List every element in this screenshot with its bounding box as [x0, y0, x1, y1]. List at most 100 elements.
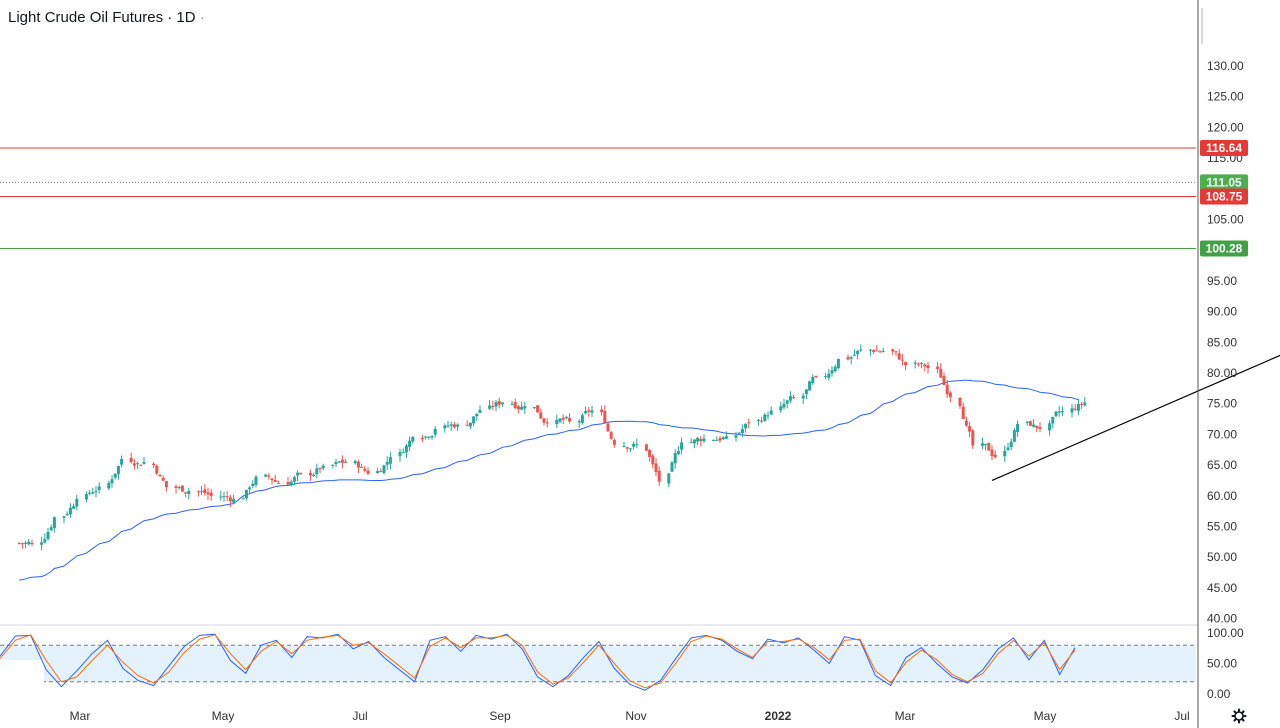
candle-body[interactable]	[814, 376, 818, 378]
candle-body[interactable]	[376, 471, 380, 474]
candle-body[interactable]	[91, 492, 95, 494]
candle-body[interactable]	[782, 403, 786, 408]
candle-body[interactable]	[1032, 424, 1036, 427]
candle-body[interactable]	[158, 474, 162, 477]
candle-body[interactable]	[827, 373, 831, 378]
candle-body[interactable]	[654, 463, 658, 473]
candle-body[interactable]	[961, 406, 965, 420]
candle-body[interactable]	[964, 420, 968, 426]
candle-body[interactable]	[84, 494, 88, 500]
candle-body[interactable]	[1016, 423, 1020, 433]
candle-body[interactable]	[331, 464, 335, 466]
candle-body[interactable]	[747, 422, 751, 424]
candle-body[interactable]	[900, 359, 904, 361]
candle-body[interactable]	[420, 437, 424, 440]
candle-body[interactable]	[360, 467, 364, 469]
candle-body[interactable]	[881, 350, 885, 352]
candle-body[interactable]	[184, 492, 188, 494]
candle-body[interactable]	[520, 406, 524, 410]
candle-body[interactable]	[110, 479, 114, 484]
candle-body[interactable]	[164, 480, 168, 488]
candle-body[interactable]	[868, 349, 872, 351]
candle-body[interactable]	[443, 425, 447, 429]
candle-body[interactable]	[801, 395, 805, 399]
candle-body[interactable]	[452, 424, 456, 428]
candle-body[interactable]	[180, 485, 184, 492]
candle-body[interactable]	[398, 452, 402, 457]
candle-body[interactable]	[824, 376, 828, 378]
candle-body[interactable]	[872, 350, 876, 352]
candle-body[interactable]	[577, 421, 581, 423]
candle-body[interactable]	[363, 468, 367, 471]
candle-body[interactable]	[177, 487, 181, 489]
candle-body[interactable]	[737, 432, 741, 434]
candle-body[interactable]	[936, 366, 940, 369]
candle-body[interactable]	[113, 473, 117, 478]
candle-body[interactable]	[712, 439, 716, 441]
candle-body[interactable]	[142, 462, 146, 464]
candle-body[interactable]	[446, 425, 450, 427]
candle-body[interactable]	[27, 541, 31, 545]
candle-body[interactable]	[897, 353, 901, 360]
candle-body[interactable]	[97, 486, 101, 490]
candle-body[interactable]	[46, 531, 50, 539]
candle-body[interactable]	[241, 498, 245, 500]
candle-body[interactable]	[891, 349, 895, 352]
candle-body[interactable]	[232, 498, 236, 503]
gear-icon[interactable]	[1231, 708, 1247, 724]
candle-body[interactable]	[632, 443, 636, 447]
candle-body[interactable]	[1073, 408, 1077, 410]
horizontal-levels[interactable]	[0, 147, 1196, 249]
candle-body[interactable]	[1080, 403, 1084, 405]
candle-body[interactable]	[622, 445, 626, 447]
candle-body[interactable]	[404, 445, 408, 453]
candle-body[interactable]	[174, 486, 178, 489]
candle-body[interactable]	[856, 350, 860, 355]
candle-body[interactable]	[152, 463, 156, 466]
candle-body[interactable]	[680, 442, 684, 450]
candle-body[interactable]	[539, 412, 543, 419]
candle-body[interactable]	[510, 403, 514, 405]
candle-body[interactable]	[532, 407, 536, 409]
candle-body[interactable]	[340, 459, 344, 463]
candle-body[interactable]	[254, 476, 258, 485]
candle-body[interactable]	[1057, 411, 1061, 413]
candle-body[interactable]	[939, 368, 943, 378]
candle-body[interactable]	[88, 492, 92, 494]
candle-body[interactable]	[17, 542, 21, 544]
candle-body[interactable]	[846, 357, 850, 360]
candle-body[interactable]	[894, 351, 898, 353]
candle-body[interactable]	[516, 406, 520, 410]
candle-body[interactable]	[468, 422, 472, 427]
candle-body[interactable]	[564, 417, 568, 419]
candle-body[interactable]	[500, 402, 504, 405]
candle-body[interactable]	[692, 439, 696, 444]
candle-body[interactable]	[904, 362, 908, 366]
candle-body[interactable]	[958, 397, 962, 406]
candle-body[interactable]	[945, 384, 949, 395]
candle-body[interactable]	[155, 465, 159, 474]
candle-body[interactable]	[779, 406, 783, 411]
candle-body[interactable]	[699, 438, 703, 442]
candle-body[interactable]	[1051, 416, 1055, 424]
candle-body[interactable]	[792, 397, 796, 399]
candle-body[interactable]	[1003, 450, 1007, 457]
candle-body[interactable]	[852, 354, 856, 356]
candle-body[interactable]	[318, 468, 322, 470]
candle-body[interactable]	[62, 516, 66, 518]
candle-body[interactable]	[52, 517, 56, 528]
candle-body[interactable]	[804, 389, 808, 395]
candle-body[interactable]	[203, 489, 207, 494]
candle-body[interactable]	[132, 463, 136, 466]
candle-body[interactable]	[603, 411, 607, 424]
candle-body[interactable]	[1054, 411, 1058, 416]
candle-body[interactable]	[948, 392, 952, 397]
candle-body[interactable]	[785, 400, 789, 404]
candle-body[interactable]	[644, 444, 648, 451]
candle-body[interactable]	[561, 417, 565, 420]
candle-body[interactable]	[721, 437, 725, 440]
candle-body[interactable]	[920, 362, 924, 364]
candle-body[interactable]	[68, 507, 72, 515]
candle-body[interactable]	[308, 472, 312, 476]
